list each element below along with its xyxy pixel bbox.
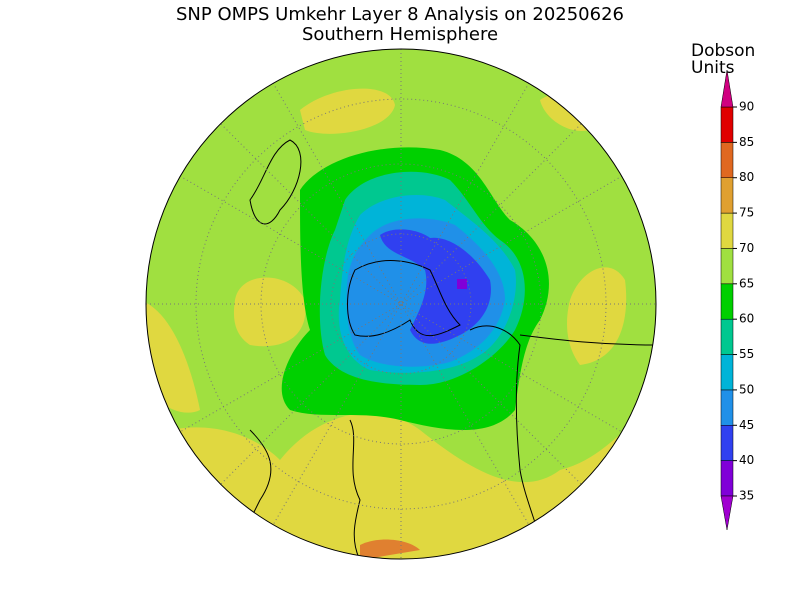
colorbar-segment	[720, 283, 734, 320]
colorbar-segment	[720, 106, 734, 143]
colorbar-under	[720, 495, 734, 531]
colorbar-segment	[720, 354, 734, 391]
colorbar-tick-label: 65	[739, 276, 754, 290]
colorbar-tick-label: 90	[739, 100, 754, 114]
graticule	[146, 49, 656, 559]
colorbar-segment	[720, 142, 734, 178]
colorbar-segment	[720, 425, 734, 461]
colorbar-tick-label: 60	[739, 312, 754, 326]
colorbar-tick-label: 75	[739, 206, 754, 220]
colorbar-segment	[720, 460, 734, 497]
map-border	[145, 48, 657, 560]
colorbar-tick-label: 70	[739, 241, 754, 255]
colorbar-tick-label: 85	[739, 135, 754, 149]
colorbar-label: Dobson	[691, 41, 755, 61]
colorbar-over	[720, 69, 734, 108]
map-field	[146, 49, 656, 559]
colorbar-segment	[720, 318, 734, 355]
colorbar-tick-label: 45	[739, 418, 754, 432]
colorbar-label: Units	[691, 58, 735, 78]
colorbar-tick-label: 40	[739, 453, 754, 467]
colorbar-tick-label: 55	[739, 347, 754, 361]
subtitle: Southern Hemisphere	[302, 24, 498, 45]
colorbar-segment	[720, 177, 734, 214]
colorbar-segment	[720, 212, 734, 249]
colorbar-tick-label: 80	[739, 170, 754, 184]
colorbar-tick-label: 35	[739, 489, 754, 503]
colorbar-segment	[720, 248, 734, 285]
colorbar-tick-label: 50	[739, 382, 754, 396]
colorbar-segment	[720, 389, 734, 426]
title: SNP OMPS Umkehr Layer 8 Analysis on 2025…	[176, 4, 624, 25]
